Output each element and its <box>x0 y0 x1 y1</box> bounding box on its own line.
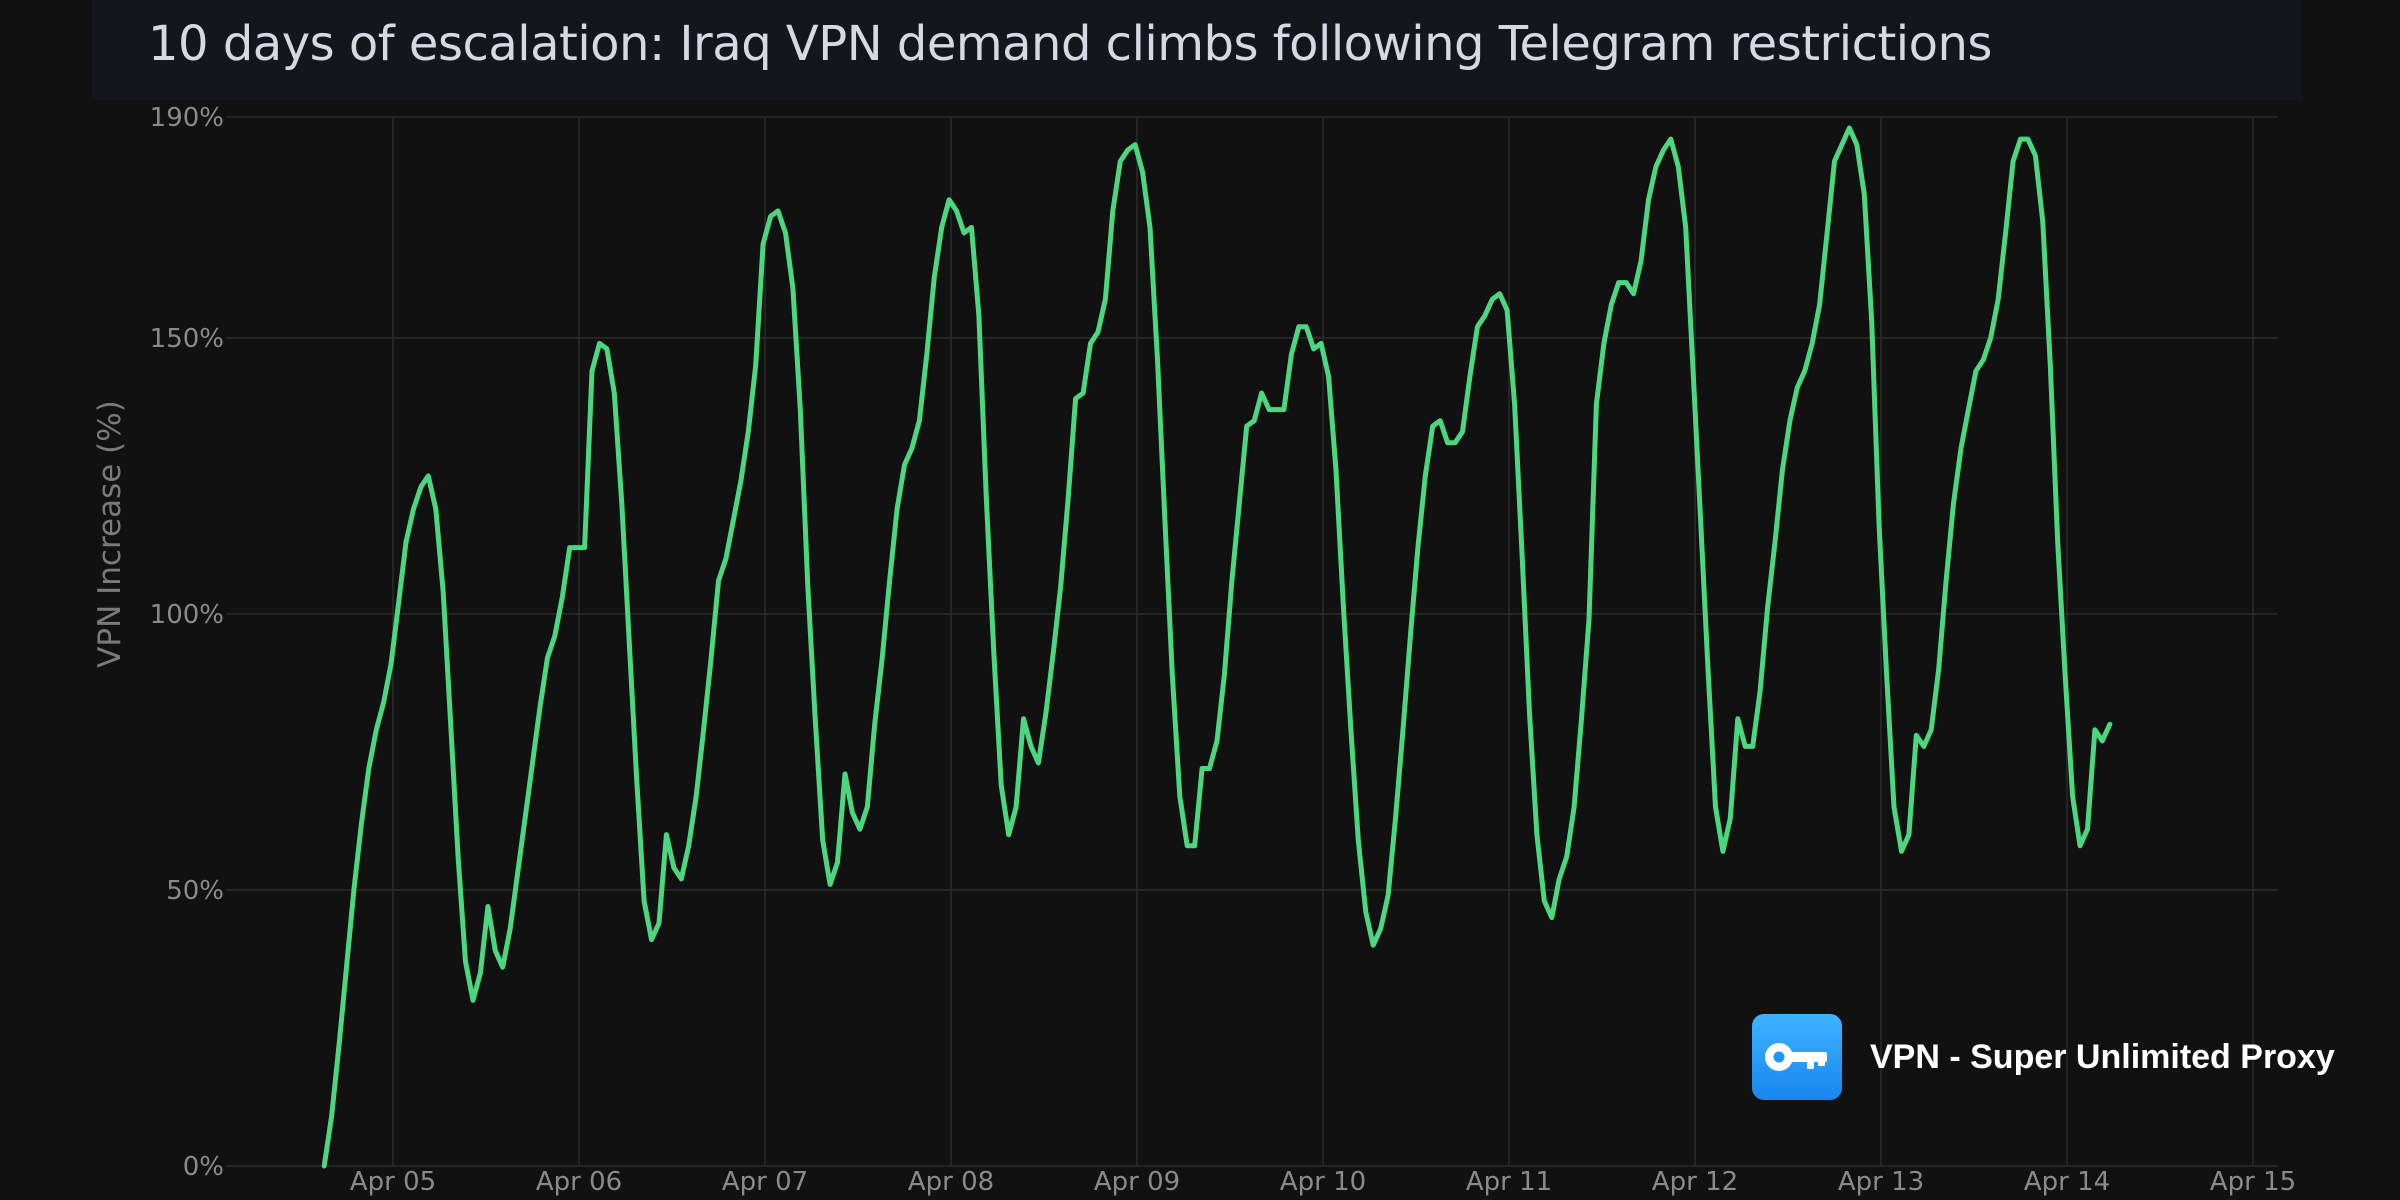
series-group <box>321 125 2113 1169</box>
y-tick-label: 190% <box>150 103 224 133</box>
y-tick-label: 100% <box>150 600 224 630</box>
x-tick-label: Apr 07 <box>722 1167 808 1197</box>
x-tick-label: Apr 11 <box>1466 1167 1552 1197</box>
y-tick-labels: 0% 50% 100% 150% 190% <box>150 103 224 1182</box>
x-tick-label: Apr 09 <box>1094 1167 1180 1197</box>
title-bar <box>92 0 2302 100</box>
y-axis-label: VPN Increase (%) <box>92 400 128 668</box>
x-tick-label: Apr 06 <box>536 1167 622 1197</box>
series-line <box>321 125 2113 1169</box>
brand-name: VPN - Super Unlimited Proxy <box>1870 1037 2335 1076</box>
x-tick-label: Apr 12 <box>1652 1167 1738 1197</box>
y-gridlines <box>226 116 2278 1167</box>
x-gridlines <box>392 117 2254 1166</box>
x-tick-label: Apr 15 <box>2210 1167 2296 1197</box>
x-tick-label: Apr 10 <box>1280 1167 1366 1197</box>
x-tick-label: Apr 05 <box>350 1167 436 1197</box>
y-tick-label: 0% <box>183 1152 224 1182</box>
x-tick-label: Apr 14 <box>2024 1167 2110 1197</box>
x-tick-label: Apr 08 <box>908 1167 994 1197</box>
y-tick-label: 150% <box>150 324 224 354</box>
key-icon <box>1765 1043 1827 1071</box>
chart-title: 10 days of escalation: Iraq VPN demand c… <box>148 16 1992 72</box>
app-logo <box>1752 1014 1842 1100</box>
x-tick-label: Apr 13 <box>1838 1167 1924 1197</box>
y-tick-label: 50% <box>166 876 224 906</box>
x-tick-labels: Apr 05 Apr 06 Apr 07 Apr 08 Apr 09 Apr 10 Apr … <box>350 1167 2296 1197</box>
brand-badge: VPN - Super Unlimited Proxy <box>1752 1014 2335 1100</box>
